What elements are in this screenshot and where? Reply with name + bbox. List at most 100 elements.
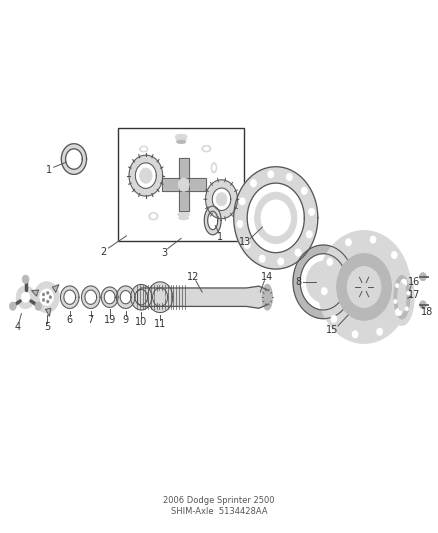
Polygon shape <box>60 286 79 309</box>
Circle shape <box>327 259 333 265</box>
Polygon shape <box>293 245 353 319</box>
Polygon shape <box>117 286 135 309</box>
Text: 8: 8 <box>295 277 301 287</box>
Text: 6: 6 <box>67 315 73 325</box>
Text: 2006 Dodge Sprinter 2500: 2006 Dodge Sprinter 2500 <box>163 496 275 505</box>
Circle shape <box>259 255 265 262</box>
Circle shape <box>370 236 376 243</box>
Circle shape <box>268 171 274 178</box>
Circle shape <box>46 292 49 294</box>
Polygon shape <box>53 285 59 292</box>
Circle shape <box>46 300 49 303</box>
Text: 7: 7 <box>88 315 94 325</box>
Polygon shape <box>81 286 100 309</box>
Circle shape <box>10 302 16 310</box>
Polygon shape <box>129 155 162 196</box>
Ellipse shape <box>176 138 187 141</box>
Circle shape <box>377 328 383 335</box>
Text: 11: 11 <box>154 319 166 329</box>
Circle shape <box>321 288 327 295</box>
Polygon shape <box>205 180 237 219</box>
Circle shape <box>21 292 30 302</box>
Bar <box>118 128 244 241</box>
Circle shape <box>155 291 165 303</box>
Text: 10: 10 <box>135 317 147 327</box>
Text: 15: 15 <box>326 326 339 335</box>
Polygon shape <box>137 286 267 308</box>
Circle shape <box>352 331 358 338</box>
Text: 4: 4 <box>14 322 20 332</box>
Circle shape <box>40 289 53 305</box>
Circle shape <box>140 168 152 183</box>
Polygon shape <box>148 282 173 312</box>
Ellipse shape <box>262 284 272 310</box>
Polygon shape <box>32 290 39 296</box>
Ellipse shape <box>140 146 148 152</box>
Text: 3: 3 <box>161 248 167 257</box>
Circle shape <box>420 301 426 309</box>
Circle shape <box>337 254 392 320</box>
Ellipse shape <box>175 134 187 139</box>
Circle shape <box>331 316 337 322</box>
Ellipse shape <box>202 146 211 152</box>
Text: 19: 19 <box>103 315 116 325</box>
Text: 16: 16 <box>407 277 420 287</box>
Circle shape <box>407 291 410 295</box>
Circle shape <box>394 300 397 303</box>
Circle shape <box>178 178 189 191</box>
Circle shape <box>286 174 292 181</box>
Ellipse shape <box>398 282 406 312</box>
Text: 12: 12 <box>187 272 199 282</box>
Polygon shape <box>162 179 184 191</box>
Circle shape <box>306 231 312 238</box>
Text: 2: 2 <box>100 247 106 257</box>
Text: 1: 1 <box>217 232 223 242</box>
Circle shape <box>401 279 407 286</box>
Polygon shape <box>204 206 221 235</box>
Ellipse shape <box>177 140 186 144</box>
Polygon shape <box>184 179 205 191</box>
Polygon shape <box>46 308 51 317</box>
Polygon shape <box>101 287 118 308</box>
Circle shape <box>402 279 405 284</box>
Circle shape <box>239 198 245 205</box>
Text: 18: 18 <box>421 306 433 317</box>
Circle shape <box>42 293 45 296</box>
Circle shape <box>35 302 42 310</box>
Polygon shape <box>179 184 189 211</box>
Text: 1: 1 <box>46 165 52 175</box>
Circle shape <box>49 296 52 298</box>
Circle shape <box>420 273 426 281</box>
Circle shape <box>391 252 397 259</box>
Text: 14: 14 <box>261 272 273 282</box>
Circle shape <box>278 258 284 265</box>
Circle shape <box>251 180 256 187</box>
Circle shape <box>346 239 351 246</box>
Ellipse shape <box>204 147 209 150</box>
Circle shape <box>396 284 399 288</box>
Ellipse shape <box>149 212 158 220</box>
Circle shape <box>353 274 374 300</box>
Ellipse shape <box>179 216 189 220</box>
Circle shape <box>237 221 243 228</box>
Ellipse shape <box>390 269 414 325</box>
Circle shape <box>244 241 250 248</box>
Circle shape <box>309 208 314 215</box>
Circle shape <box>396 309 401 316</box>
Circle shape <box>307 261 340 302</box>
Circle shape <box>347 266 381 308</box>
Text: 5: 5 <box>44 322 50 332</box>
Text: SHIM-Axle  5134428AA: SHIM-Axle 5134428AA <box>171 506 267 515</box>
Polygon shape <box>61 144 87 174</box>
Circle shape <box>22 275 29 284</box>
Polygon shape <box>234 167 318 269</box>
Circle shape <box>255 192 297 244</box>
Text: 17: 17 <box>408 289 421 300</box>
Circle shape <box>301 187 307 195</box>
Ellipse shape <box>211 163 217 173</box>
Circle shape <box>42 298 45 302</box>
Ellipse shape <box>394 276 410 319</box>
Circle shape <box>261 200 290 236</box>
Circle shape <box>16 286 35 309</box>
Circle shape <box>399 311 402 315</box>
